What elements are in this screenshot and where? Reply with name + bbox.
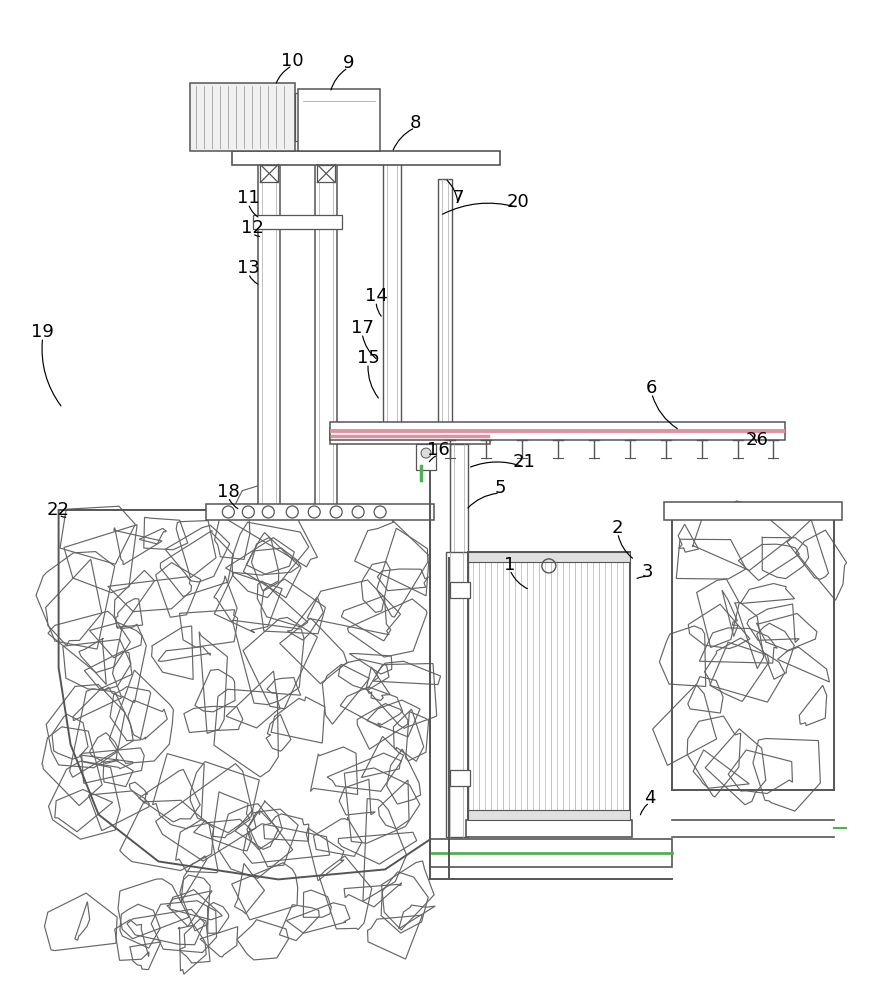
Text: 9: 9 <box>342 54 354 72</box>
Text: 2: 2 <box>612 519 624 537</box>
Bar <box>664 502 842 520</box>
Text: 15: 15 <box>356 349 380 367</box>
Bar <box>430 839 672 867</box>
Text: 16: 16 <box>427 441 449 459</box>
Text: 5: 5 <box>495 479 506 497</box>
Bar <box>450 444 468 559</box>
Bar <box>438 179 452 432</box>
Bar <box>468 552 630 562</box>
Bar <box>295 93 310 141</box>
Text: 12: 12 <box>241 219 264 237</box>
Text: 22: 22 <box>47 501 70 519</box>
Bar <box>468 552 630 820</box>
Text: 17: 17 <box>351 319 373 337</box>
Bar <box>446 552 468 837</box>
Text: 18: 18 <box>217 483 240 501</box>
Circle shape <box>421 448 431 458</box>
Text: 20: 20 <box>506 193 529 211</box>
Bar <box>191 83 295 151</box>
Bar <box>260 165 278 182</box>
Text: 3: 3 <box>642 563 653 581</box>
Bar <box>258 163 281 510</box>
Text: 10: 10 <box>281 52 304 70</box>
Bar <box>298 89 380 151</box>
Bar <box>468 552 630 820</box>
Text: 26: 26 <box>746 431 769 449</box>
Bar <box>317 165 335 182</box>
Text: 1: 1 <box>504 556 516 574</box>
Bar <box>383 163 401 432</box>
Bar <box>258 163 337 510</box>
Bar <box>207 504 434 520</box>
Bar <box>331 428 490 444</box>
Bar <box>466 820 632 837</box>
Text: 13: 13 <box>237 259 260 277</box>
Bar <box>233 151 500 165</box>
Bar <box>416 444 436 470</box>
Bar <box>450 582 470 598</box>
Text: 11: 11 <box>237 189 259 207</box>
Text: 21: 21 <box>512 453 535 471</box>
Bar <box>450 770 470 786</box>
Text: 14: 14 <box>364 287 388 305</box>
Text: 6: 6 <box>646 379 658 397</box>
Text: 8: 8 <box>409 114 421 132</box>
Text: 7: 7 <box>453 189 463 207</box>
Bar <box>253 215 342 229</box>
Bar <box>468 810 630 820</box>
Bar <box>315 163 337 510</box>
Polygon shape <box>59 510 430 879</box>
Text: 4: 4 <box>644 789 656 807</box>
Bar <box>331 422 786 440</box>
Text: 19: 19 <box>31 323 54 341</box>
Bar <box>672 510 834 790</box>
